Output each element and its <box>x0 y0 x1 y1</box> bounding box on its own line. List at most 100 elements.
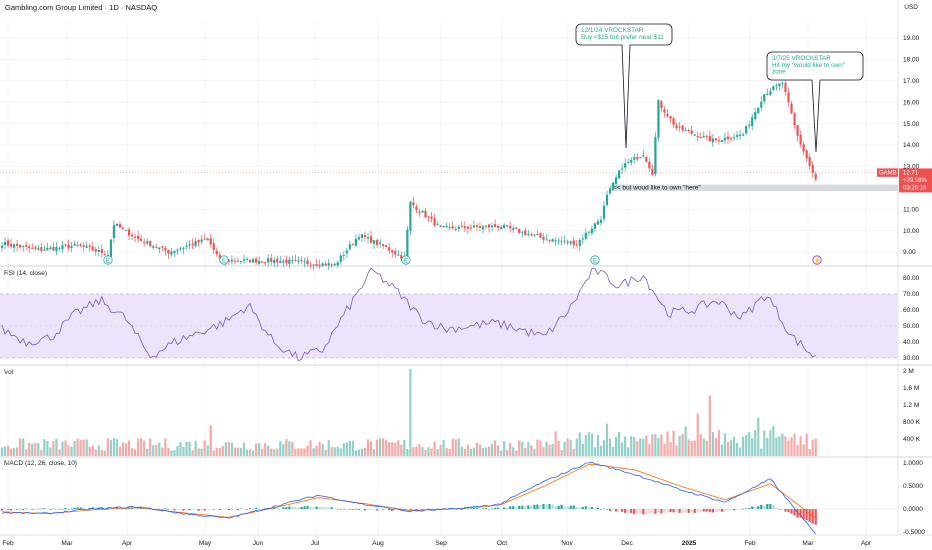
volume-bar <box>303 448 306 456</box>
candle-body <box>542 236 545 240</box>
macd-histogram-bar <box>64 507 67 509</box>
price-axis-tick: 9.00 <box>903 249 916 256</box>
candle-body <box>291 260 294 262</box>
volume-bar <box>264 442 267 456</box>
volume-bar <box>354 450 358 456</box>
time-axis-tick: Feb <box>2 540 14 547</box>
macd-histogram-bar <box>218 509 221 511</box>
volume-bar <box>726 441 730 456</box>
candle-body <box>660 101 663 108</box>
volume-bar <box>221 445 224 456</box>
macd-histogram-bar <box>55 508 58 510</box>
rsi-pane-label[interactable]: RSI (14, close) <box>4 270 47 277</box>
candle-body <box>248 259 252 263</box>
volume-bar <box>627 447 630 456</box>
macd-histogram-bar <box>182 509 185 511</box>
macd-histogram-bar <box>424 509 427 510</box>
time-axis-tick: May <box>199 540 212 547</box>
volume-bar <box>273 449 276 456</box>
volume-axis-tick: 2 M <box>903 368 914 375</box>
candle-body <box>754 111 757 119</box>
macd-histogram-bar <box>0 509 4 511</box>
candle-body <box>146 241 149 244</box>
rsi-band <box>0 294 898 358</box>
volume-bar <box>85 439 88 456</box>
symbol-tag <box>877 168 898 177</box>
volume-bar <box>599 445 603 456</box>
macd-pane-label[interactable]: MACD (12, 26, close, 10) <box>4 460 77 467</box>
candle-body <box>339 255 342 262</box>
candle-body <box>209 238 212 245</box>
volume-bar <box>530 445 533 456</box>
candle-body <box>714 138 717 141</box>
candle-body <box>787 92 790 103</box>
candle-body <box>351 243 354 245</box>
candle-body <box>611 182 615 190</box>
volume-bar <box>484 447 488 456</box>
volume-pane-label[interactable]: Vol <box>4 369 14 376</box>
last-price-change: +29.58% <box>903 178 928 184</box>
macd-histogram-bar <box>137 508 140 510</box>
candle-body <box>88 245 91 248</box>
candle-body <box>300 260 303 262</box>
candle-body <box>200 239 203 242</box>
macd-histogram-bar <box>793 509 796 516</box>
volume-bar <box>548 444 551 456</box>
candle-body <box>251 259 255 263</box>
volume-bar <box>732 436 736 456</box>
volume-bar <box>593 447 596 456</box>
candle-body <box>596 221 600 225</box>
candle-body <box>684 130 687 132</box>
volume-bar <box>433 441 436 456</box>
volume-bar <box>463 448 466 456</box>
candle-body <box>115 223 119 226</box>
volume-bar <box>654 434 657 456</box>
candle-body <box>506 225 509 227</box>
macd-histogram-bar <box>303 506 306 509</box>
macd-histogram-bar <box>748 508 751 509</box>
volume-bar <box>757 417 760 456</box>
volume-bar <box>518 440 521 456</box>
candle-body <box>46 247 49 251</box>
volume-bar <box>811 439 814 456</box>
volume-bar <box>6 445 10 456</box>
rsi-axis-tick: 60.00 <box>903 307 920 314</box>
macd-histogram-bar <box>466 508 469 510</box>
candle-body <box>575 244 578 246</box>
macd-line <box>1 461 816 535</box>
candle-body <box>345 250 348 254</box>
candle-body <box>239 261 243 263</box>
currency-label[interactable]: USD <box>904 4 918 11</box>
macd-histogram-bar <box>236 509 240 511</box>
candle-body <box>312 264 315 266</box>
macd-histogram-bar <box>188 509 191 511</box>
event-marker-label: E <box>404 257 409 264</box>
candle-body <box>515 227 518 229</box>
candle-body <box>524 230 527 235</box>
candle-body <box>245 258 249 260</box>
macd-histogram-bar <box>521 505 524 509</box>
time-axis-tick: Mar <box>61 540 73 547</box>
candle-body <box>614 177 618 184</box>
volume-bar <box>88 446 91 456</box>
volume-bar <box>799 436 802 456</box>
volume-bar <box>699 434 702 456</box>
rsi-line <box>1 267 816 362</box>
macd-histogram-bar <box>575 506 578 509</box>
macd-histogram-bar <box>639 509 642 514</box>
candle-body <box>124 229 128 231</box>
candle-body <box>158 247 161 250</box>
candle-body <box>472 225 475 228</box>
volume-bar <box>258 443 261 456</box>
macd-histogram-bar <box>633 509 636 515</box>
macd-histogram-bar <box>684 509 687 513</box>
volume-bar <box>657 438 660 456</box>
volume-bar <box>112 438 116 456</box>
volume-bar <box>451 438 454 456</box>
candle-body <box>711 138 714 143</box>
volume-bar <box>472 447 475 456</box>
candle-body <box>757 107 760 113</box>
